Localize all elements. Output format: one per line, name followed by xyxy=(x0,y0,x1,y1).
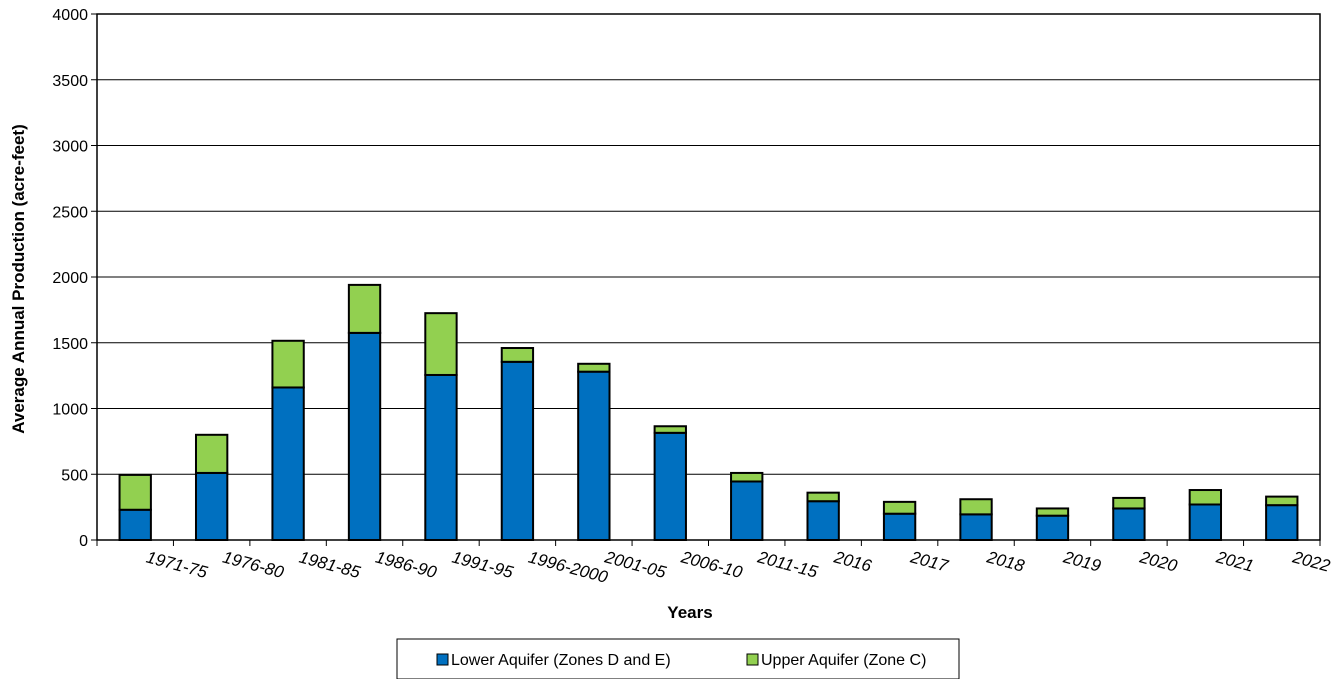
y-tick-label: 0 xyxy=(79,533,88,550)
x-tick-label: 2006-10 xyxy=(678,547,745,582)
bar-segment-lower-aquifer xyxy=(577,370,611,541)
x-tick-label: 2021 xyxy=(1213,547,1255,575)
bar-segment-lower-aquifer xyxy=(959,513,993,541)
y-tick-label: 2000 xyxy=(52,270,88,287)
bar-segment-lower-aquifer xyxy=(194,471,229,541)
y-tick-label: 3000 xyxy=(52,139,88,156)
legend-swatch-lower-aquifer xyxy=(436,653,449,666)
x-tick-label: 1976-80 xyxy=(221,548,287,583)
bar-segment-upper-aquifer xyxy=(1188,489,1223,506)
bar-segment-upper-aquifer xyxy=(959,498,993,516)
bar-segment-lower-aquifer xyxy=(424,373,458,541)
y-tick-label: 1000 xyxy=(52,402,88,419)
bar-segment-upper-aquifer xyxy=(500,347,535,363)
x-tick-label: 2018 xyxy=(984,547,1027,576)
y-axis-title: Average Annual Production (acre-feet) xyxy=(9,124,28,434)
y-tick-label: 3500 xyxy=(52,73,88,90)
y-tick-label: 500 xyxy=(61,467,88,484)
bar-segment-upper-aquifer xyxy=(882,500,917,515)
x-tick-label: 1971-75 xyxy=(144,548,210,583)
bar-segment-lower-aquifer xyxy=(1188,503,1223,541)
legend-box xyxy=(396,638,960,679)
bar-segment-upper-aquifer xyxy=(271,339,305,389)
bar-segment-lower-aquifer xyxy=(806,500,840,541)
x-tick-label: 1981-85 xyxy=(297,548,363,583)
x-tick-label: 2019 xyxy=(1060,547,1103,576)
y-tick-label: 1500 xyxy=(52,336,88,353)
x-tick-label: 1996-2000 xyxy=(526,548,610,588)
bar-segment-lower-aquifer xyxy=(1112,507,1146,542)
x-tick-label: 2022 xyxy=(1290,547,1331,576)
y-tick-label: 4000 xyxy=(52,7,88,24)
bar-segment-upper-aquifer xyxy=(730,471,764,483)
legend: Lower Aquifer (Zones D and E) Upper Aqui… xyxy=(396,638,960,679)
bar-segment-lower-aquifer xyxy=(1035,514,1070,541)
x-tick-label: 2020 xyxy=(1137,547,1180,576)
legend-label-upper-aquifer: Upper Aquifer (Zone C) xyxy=(761,652,926,669)
bar-segment-lower-aquifer xyxy=(271,386,305,541)
legend-swatch-upper-aquifer xyxy=(746,653,759,666)
bar-segment-upper-aquifer xyxy=(347,283,382,334)
x-tick-label: 2011-15 xyxy=(755,547,820,582)
x-tick-label: 1986-90 xyxy=(373,548,439,583)
x-tick-label: 1991-95 xyxy=(450,548,516,583)
bar-segment-upper-aquifer xyxy=(653,425,687,434)
bar-segment-upper-aquifer xyxy=(1035,507,1070,517)
bar-segment-lower-aquifer xyxy=(347,331,382,542)
bars xyxy=(118,283,1299,542)
bar-segment-upper-aquifer xyxy=(806,491,840,503)
bar-segment-upper-aquifer xyxy=(1265,495,1299,507)
bar-segment-upper-aquifer xyxy=(424,312,458,376)
bar-segment-lower-aquifer xyxy=(730,480,764,542)
bar-segment-lower-aquifer xyxy=(1265,504,1299,541)
y-tick-label: 2500 xyxy=(52,204,88,221)
x-tick-label: 2016 xyxy=(831,547,874,576)
bar-segment-lower-aquifer xyxy=(500,360,535,541)
x-tick-label: 2017 xyxy=(908,547,951,576)
x-axis-title: Years xyxy=(667,603,712,622)
bar-segment-upper-aquifer xyxy=(194,433,229,474)
x-tick-label: 2001-05 xyxy=(602,547,669,582)
bar-segment-upper-aquifer xyxy=(1112,496,1146,510)
legend-label-lower-aquifer: Lower Aquifer (Zones D and E) xyxy=(451,652,671,669)
bar-segment-lower-aquifer xyxy=(118,508,152,542)
bar-segment-upper-aquifer xyxy=(577,362,611,373)
bar-segment-lower-aquifer xyxy=(882,512,917,542)
bar-segment-lower-aquifer xyxy=(653,431,687,542)
bar-segment-upper-aquifer xyxy=(118,473,152,511)
